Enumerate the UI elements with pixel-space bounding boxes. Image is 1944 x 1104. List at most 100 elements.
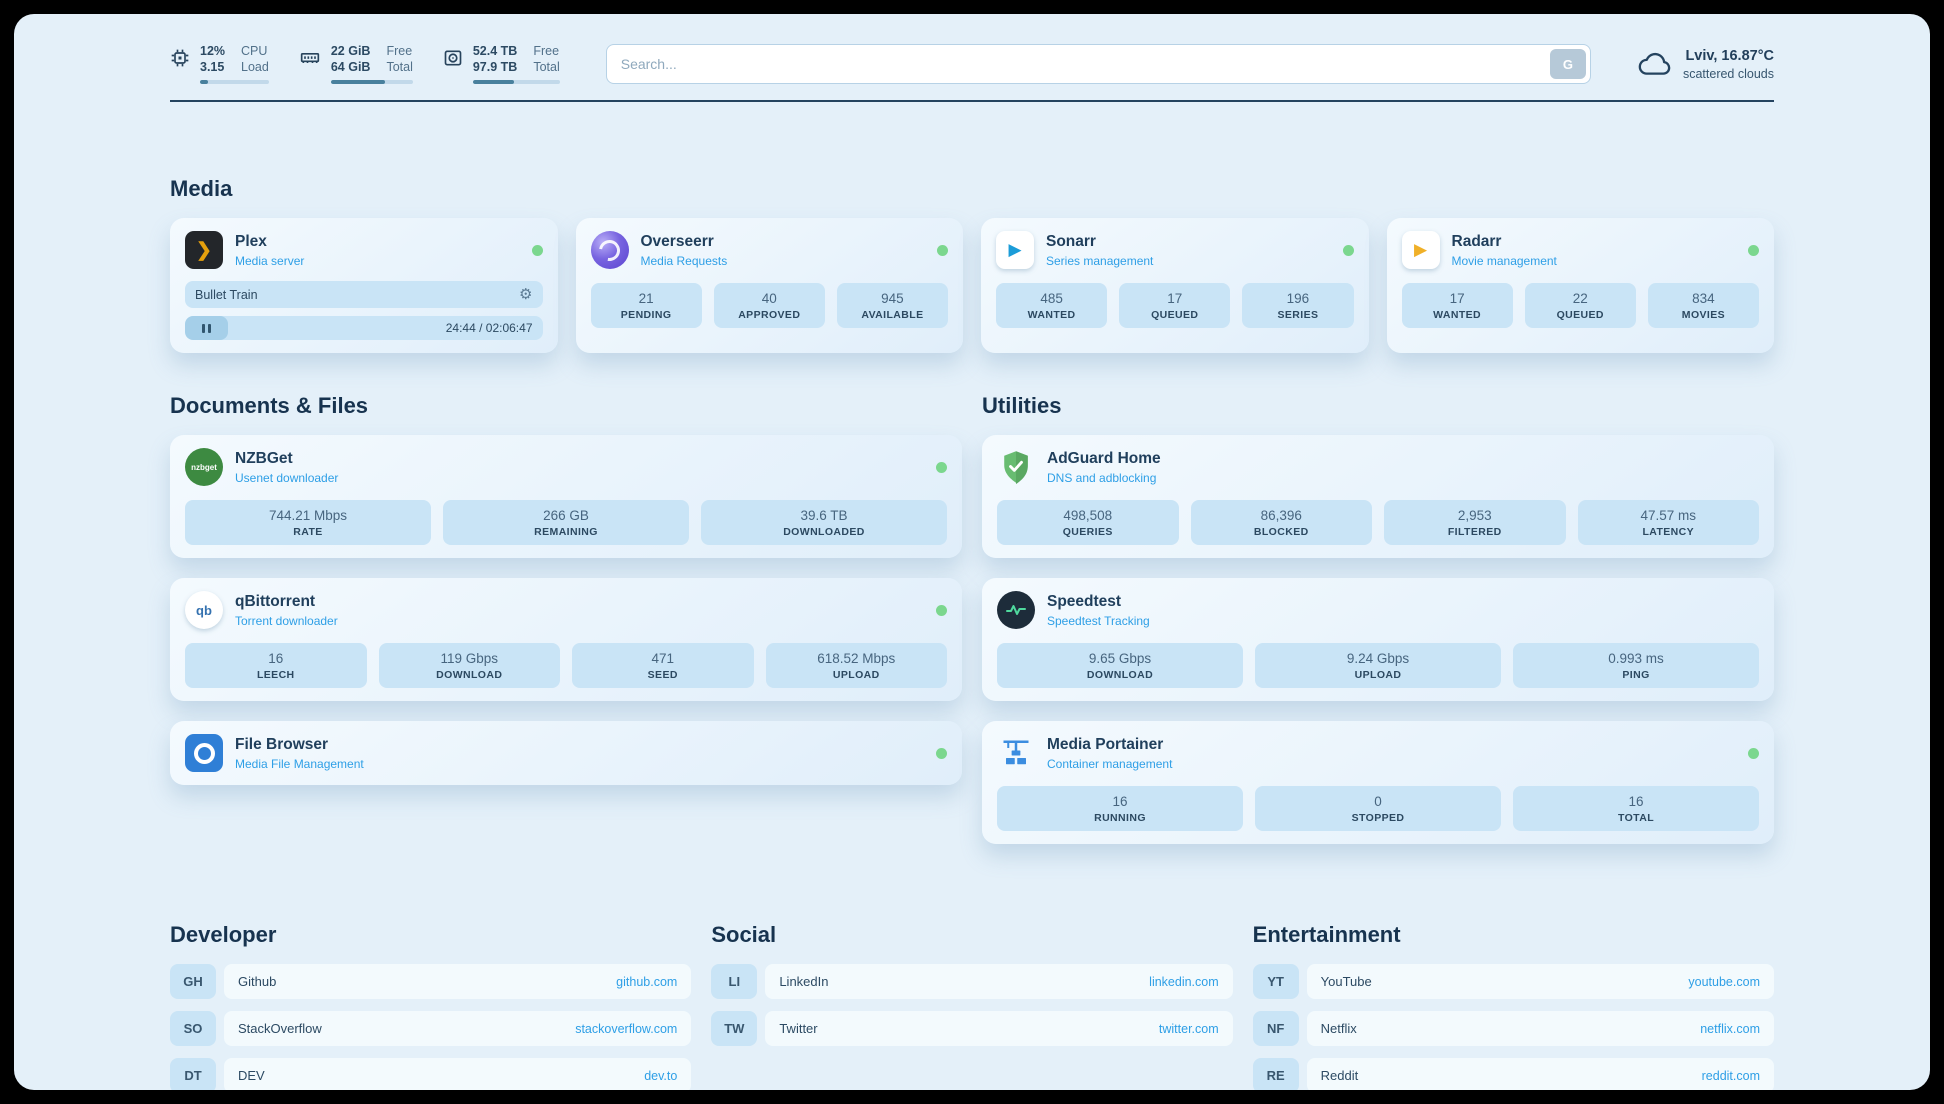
- filebrowser-meta: File Browser Media File Management: [235, 736, 364, 771]
- section-developer: Developer GH Github github.com SO StackO…: [170, 922, 692, 1090]
- stat-box: 17 QUEUED: [1119, 283, 1231, 328]
- now-playing-title: Bullet Train: [195, 287, 258, 302]
- stat-label: FILTERED: [1447, 526, 1502, 538]
- cpu-progress-track: [200, 80, 269, 84]
- stat-box: 2,953 FILTERED: [1384, 500, 1566, 545]
- cpu-label-bottom: Load: [241, 60, 269, 74]
- app-card-sonarr[interactable]: ▶ Sonarr Series management 485 WANTED 17…: [981, 218, 1369, 353]
- app-card-plex[interactable]: ❯ Plex Media server Bullet Train ⚙: [170, 218, 558, 353]
- status-dot: [1748, 747, 1759, 759]
- stat-label: QUERIES: [1062, 526, 1113, 538]
- stat-box: 9.65 Gbps DOWNLOAD: [997, 643, 1243, 688]
- app-card-radarr[interactable]: ▶ Radarr Movie management 17 WANTED 22 Q…: [1386, 218, 1774, 353]
- stats-row: 498,508 QUERIES 86,396 BLOCKED 2,953 FIL…: [997, 500, 1759, 545]
- stat-value: 9.65 Gbps: [1088, 651, 1152, 666]
- stat-box: 47.57 ms LATENCY: [1577, 500, 1759, 545]
- search-input[interactable]: [605, 44, 1591, 84]
- app-subtitle: Media Requests: [640, 253, 728, 268]
- app-card-qbittorrent[interactable]: qb qBittorrent Torrent downloader 16 LEE…: [170, 578, 962, 701]
- app-subtitle: Media File Management: [235, 756, 364, 771]
- seekbar-fill: [185, 316, 228, 340]
- bookmark-name: Reddit: [1320, 1068, 1359, 1083]
- stat-label: DOWNLOAD: [436, 669, 503, 681]
- stat-label: MOVIES: [1681, 309, 1726, 321]
- bookmark-youtube[interactable]: YT YouTube youtube.com: [1252, 964, 1774, 999]
- hardware-stats: 12% CPU 3.15 Load 22 G: [170, 44, 560, 84]
- now-playing-row: Bullet Train ⚙: [185, 281, 543, 308]
- bookmark-netflix[interactable]: NF Netflix netflix.com: [1252, 1011, 1774, 1046]
- app-card-adguard[interactable]: AdGuard Home DNS and adblocking 498,508 …: [982, 435, 1774, 558]
- disk-progress-fill: [472, 80, 514, 84]
- stat-value: 196: [1286, 291, 1310, 306]
- bookmark-icon: YT: [1252, 964, 1299, 999]
- stat-value: 834: [1692, 291, 1715, 306]
- stats-row: 16 LEECH 119 Gbps DOWNLOAD 471 SEED 618.…: [185, 643, 947, 688]
- stat-value: 47.57 ms: [1640, 508, 1697, 523]
- stat-box: 9.24 Gbps UPLOAD: [1255, 643, 1501, 688]
- cpu-icon: [171, 49, 189, 67]
- memory-stat: 22 GiB Free 64 GiB Total: [299, 44, 413, 84]
- portainer-icon: [997, 734, 1035, 772]
- header-divider: [170, 100, 1774, 102]
- speedtest-meta: Speedtest Speedtest Tracking: [1047, 593, 1150, 628]
- app-card-speedtest[interactable]: Speedtest Speedtest Tracking 9.65 Gbps D…: [982, 578, 1774, 701]
- memory-progress-track: [330, 80, 413, 84]
- stats-row: 21 PENDING 40 APPROVED 945 AVAILABLE: [590, 283, 949, 328]
- stat-value: 16: [1112, 794, 1128, 809]
- bookmark-url: github.com: [616, 974, 678, 989]
- app-subtitle: Movie management: [1451, 253, 1557, 268]
- bookmark-icon: GH: [170, 964, 216, 999]
- overseerr-meta: Overseerr Media Requests: [641, 233, 728, 268]
- bookmark-name: StackOverflow: [238, 1021, 322, 1036]
- cpu-usage: 12%: [200, 44, 226, 58]
- app-card-portainer[interactable]: Media Portainer Container management 16 …: [982, 721, 1774, 844]
- stat-label: SERIES: [1277, 309, 1319, 321]
- stat-label: DOWNLOAD: [1086, 669, 1154, 681]
- stat-value: 266 GB: [543, 508, 589, 523]
- stat-value: 0.993 ms: [1608, 651, 1664, 666]
- bookmark-url: reddit.com: [1701, 1068, 1760, 1083]
- bookmark-name: YouTube: [1320, 974, 1372, 989]
- disk-label-bottom: Total: [533, 60, 560, 74]
- bookmark-icon: LI: [711, 964, 758, 999]
- app-subtitle: Torrent downloader: [235, 613, 338, 628]
- cloud-icon: [1638, 53, 1671, 75]
- bookmark-github[interactable]: GH Github github.com: [170, 964, 692, 999]
- search-engine-button[interactable]: G: [1549, 49, 1586, 79]
- radarr-icon: ▶: [1401, 231, 1440, 269]
- sonarr-meta: Sonarr Series management: [1046, 233, 1153, 268]
- bookmark-stackoverflow[interactable]: SO StackOverflow stackoverflow.com: [170, 1011, 692, 1046]
- app-card-filebrowser[interactable]: File Browser Media File Management: [170, 721, 962, 785]
- stat-box: 40 APPROVED: [713, 283, 825, 328]
- now-playing-seekbar[interactable]: 24:44 / 02:06:47: [185, 316, 543, 340]
- search: G: [605, 44, 1591, 84]
- stat-label: RATE: [293, 526, 323, 538]
- middle-sections: Documents & Files nzbget NZBGet Usenet d…: [170, 393, 1774, 864]
- app-card-nzbget[interactable]: nzbget NZBGet Usenet downloader 744.21 M…: [170, 435, 962, 558]
- stat-label: AVAILABLE: [861, 309, 924, 321]
- stat-label: UPLOAD: [832, 669, 880, 681]
- weather-widget: Lviv, 16.87°C scattered clouds: [1637, 48, 1774, 81]
- stat-label: LEECH: [256, 669, 295, 681]
- top-bar: 12% CPU 3.15 Load 22 G: [170, 44, 1774, 84]
- stat-value: 2,953: [1457, 508, 1492, 523]
- bookmark-dev[interactable]: DT DEV dev.to: [170, 1058, 692, 1090]
- gear-icon[interactable]: ⚙: [519, 286, 533, 303]
- stats-row: 17 WANTED 22 QUEUED 834 MOVIES: [1401, 283, 1760, 328]
- stats-row: 485 WANTED 17 QUEUED 196 SERIES: [996, 283, 1354, 328]
- bookmark-linkedin[interactable]: LI LinkedIn linkedin.com: [711, 964, 1233, 999]
- stat-box: 0.993 ms PING: [1513, 643, 1759, 688]
- stat-box: 21 PENDING: [590, 283, 702, 328]
- app-card-overseerr[interactable]: Overseerr Media Requests 21 PENDING 40 A…: [575, 218, 963, 353]
- bookmark-name: DEV: [238, 1068, 265, 1083]
- bookmark-name: LinkedIn: [779, 974, 829, 989]
- stat-box: 0 STOPPED: [1255, 786, 1501, 831]
- bookmark-twitter[interactable]: TW Twitter twitter.com: [711, 1011, 1233, 1046]
- bookmark-sections: Developer GH Github github.com SO StackO…: [170, 922, 1774, 1090]
- bookmark-reddit[interactable]: RE Reddit reddit.com: [1252, 1058, 1774, 1090]
- stat-label: UPLOAD: [1354, 669, 1402, 681]
- bookmark-name: Github: [238, 974, 277, 989]
- app-name: Radarr: [1451, 232, 1502, 250]
- bookmark-url: youtube.com: [1688, 974, 1760, 989]
- adguard-meta: AdGuard Home DNS and adblocking: [1047, 450, 1161, 485]
